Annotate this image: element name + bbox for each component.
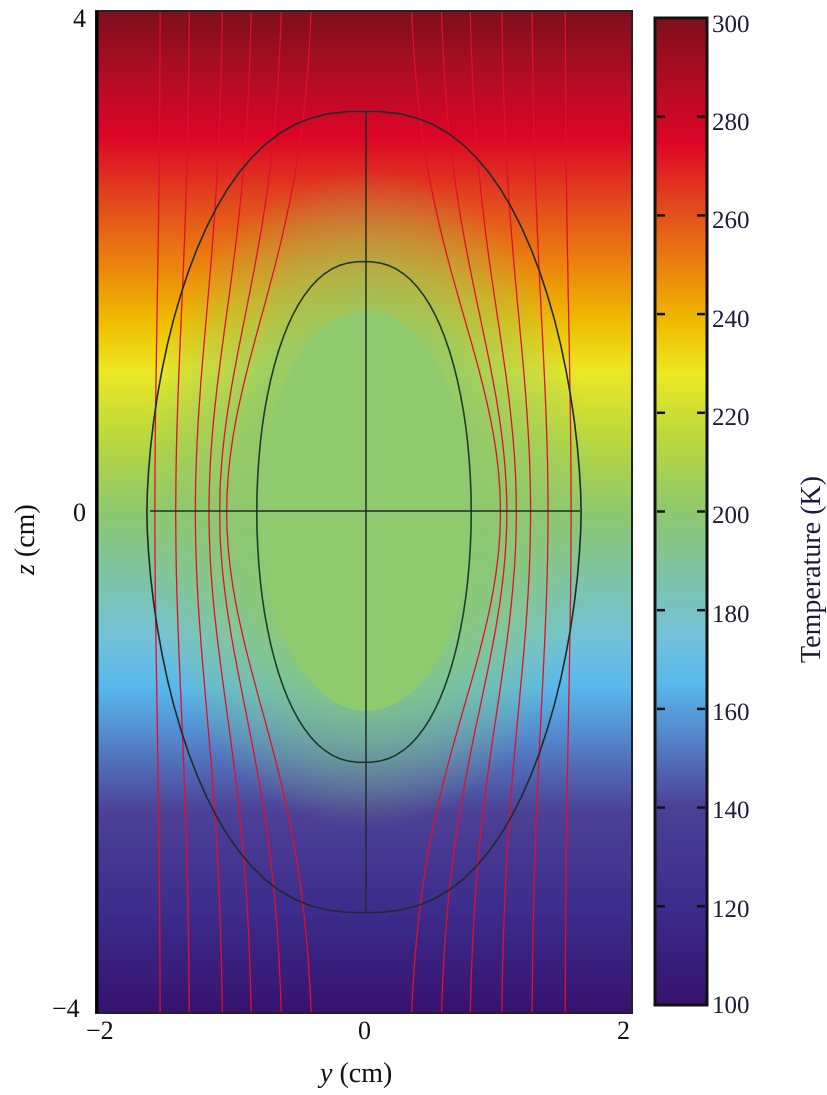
streamline xyxy=(219,11,282,1013)
colorbar-tick-300: 300 xyxy=(712,11,750,38)
streamline xyxy=(564,11,572,1013)
streamlines xyxy=(154,11,572,1013)
x-tick-right: 2 xyxy=(617,1016,630,1045)
streamline xyxy=(469,11,517,1013)
colorbar-tick-240: 240 xyxy=(712,306,750,333)
x-tick-left: −2 xyxy=(86,1016,114,1045)
colorbar-tick-260: 260 xyxy=(712,207,750,234)
colorbar-ticks xyxy=(657,16,705,1007)
streamline xyxy=(226,11,312,1013)
streamline xyxy=(154,11,161,1013)
streamline xyxy=(194,11,223,1013)
colorbar-tick-200: 200 xyxy=(712,502,750,529)
outer-contour xyxy=(146,110,582,914)
y-axis-unit: (cm) xyxy=(10,504,41,558)
y-tick-middle: 0 xyxy=(73,498,86,527)
colorbar-tick-120: 120 xyxy=(712,896,750,923)
x-axis-title: y (cm) xyxy=(320,1058,392,1090)
y-axis-title: z (cm) xyxy=(10,504,42,575)
x-axis-unit: (cm) xyxy=(339,1058,393,1089)
colorbar-tick-180: 180 xyxy=(712,601,750,628)
y-tick-bottom: −4 xyxy=(52,994,80,1023)
colorbar-tick-100: 100 xyxy=(712,992,750,1019)
y-axis-variable: z xyxy=(10,564,41,575)
streamline xyxy=(531,11,549,1013)
colorbar-tick-220: 220 xyxy=(712,404,750,431)
streamline xyxy=(410,11,502,1013)
streamline xyxy=(501,11,532,1013)
streamline xyxy=(208,11,252,1013)
x-axis-variable: y xyxy=(320,1058,333,1089)
x-tick-middle: 0 xyxy=(358,1016,371,1045)
colorbar-tick-140: 140 xyxy=(712,797,750,824)
y-tick-top: 4 xyxy=(73,4,86,33)
colorbar-title: Temperature (K) xyxy=(796,476,827,663)
colorbar-tick-160: 160 xyxy=(712,699,750,726)
inner-contour xyxy=(255,260,473,764)
streamline xyxy=(175,11,190,1013)
streamline xyxy=(440,11,508,1013)
colorbar-tick-280: 280 xyxy=(712,109,750,136)
